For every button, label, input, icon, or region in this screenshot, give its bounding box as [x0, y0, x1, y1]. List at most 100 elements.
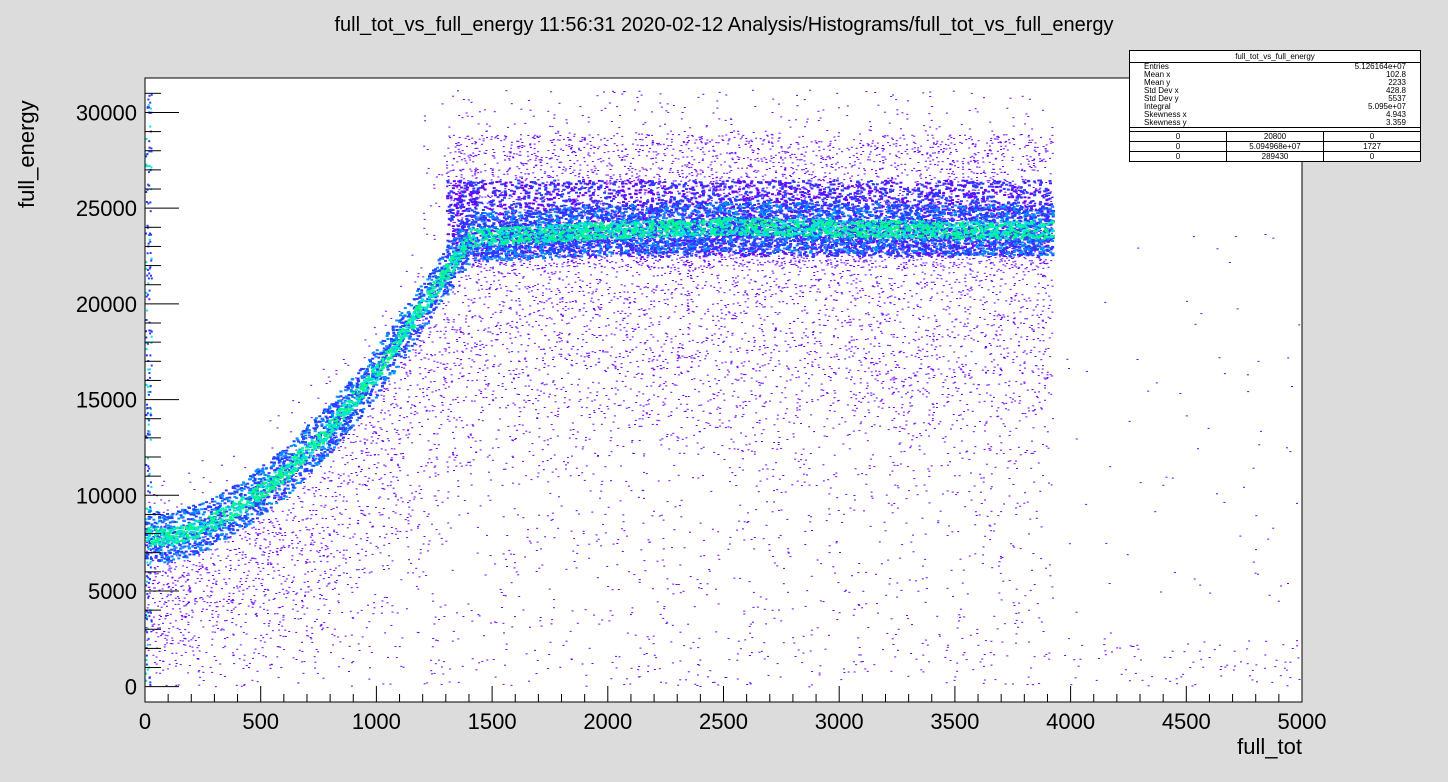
- heatmap-cell: [670, 294, 672, 295]
- heatmap-cell: [1012, 399, 1014, 400]
- heatmap-cell: [752, 622, 754, 623]
- heatmap-cell: [928, 393, 930, 394]
- heatmap-cell: [707, 583, 709, 584]
- heatmap-cell: [909, 240, 911, 241]
- heatmap-cell: [257, 535, 259, 536]
- heatmap-cell: [366, 540, 368, 541]
- heatmap-cell: [518, 596, 520, 597]
- heatmap-cell: [947, 535, 949, 536]
- heatmap-cell: [752, 427, 754, 428]
- heatmap-cell: [263, 603, 265, 604]
- heatmap-cell: [410, 530, 412, 531]
- heatmap-cell: [1000, 279, 1002, 280]
- heatmap-cell: [395, 528, 397, 529]
- heatmap-cell: [893, 427, 895, 428]
- heatmap-cell: [814, 285, 816, 286]
- heatmap-cell: [751, 539, 753, 540]
- heatmap-cell: [680, 592, 682, 593]
- heatmap-cell: [493, 366, 495, 367]
- heatmap-cell: [962, 654, 964, 655]
- heatmap-cell: [441, 538, 443, 539]
- heatmap-cell: [1019, 506, 1021, 507]
- heatmap-cell: [292, 581, 294, 582]
- heatmap-cell: [1034, 656, 1036, 657]
- heatmap-cell: [998, 269, 1000, 270]
- heatmap-cell: [977, 111, 979, 112]
- heatmap-cell: [859, 290, 861, 291]
- heatmap-cell: [182, 601, 184, 602]
- heatmap-cell: [472, 658, 474, 659]
- heatmap-cell: [444, 156, 446, 157]
- heatmap-cell: [534, 650, 536, 651]
- heatmap-cell: [188, 615, 190, 616]
- heatmap-cell: [583, 308, 585, 309]
- heatmap-cell: [171, 638, 173, 639]
- heatmap-cell: [824, 436, 826, 437]
- heatmap-cell: [490, 623, 492, 624]
- heatmap-cell: [445, 388, 447, 389]
- heatmap-cell: [610, 430, 612, 431]
- heatmap-cell: [932, 153, 934, 154]
- heatmap-cell: [999, 334, 1001, 335]
- heatmap-cell: [496, 325, 498, 326]
- heatmap-cell: [499, 212, 501, 213]
- heatmap-cell: [829, 545, 831, 546]
- heatmap-cell: [733, 131, 735, 132]
- heatmap-cell: [1043, 631, 1045, 632]
- heatmap-cell: [754, 537, 756, 538]
- heatmap-cell: [753, 548, 755, 549]
- heatmap-cell: [697, 664, 699, 665]
- heatmap-cell: [981, 659, 983, 660]
- heatmap-cell: [179, 608, 181, 609]
- heatmap-cell: [466, 279, 468, 280]
- heatmap-cell: [778, 537, 780, 538]
- heatmap-cell: [898, 629, 900, 630]
- heatmap-cell: [958, 220, 960, 221]
- heatmap-cell: [954, 475, 956, 476]
- heatmap-cell: [763, 538, 765, 539]
- heatmap-cell: [380, 478, 382, 479]
- heatmap-cell: [971, 500, 973, 501]
- heatmap-cell: [903, 266, 905, 267]
- heatmap-cell: [164, 572, 166, 573]
- heatmap-cell: [444, 605, 446, 606]
- heatmap-cell: [948, 173, 950, 174]
- heatmap-cell: [1037, 603, 1039, 604]
- heatmap-cell: [562, 297, 564, 298]
- heatmap-cell: [653, 356, 655, 357]
- heatmap-cell: [253, 586, 255, 587]
- heatmap-cell: [907, 466, 909, 467]
- heatmap-cell: [698, 638, 700, 639]
- heatmap-cell: [584, 326, 586, 327]
- heatmap-cell: [419, 373, 421, 374]
- heatmap-cell: [293, 577, 295, 578]
- heatmap-cell: [932, 370, 934, 371]
- heatmap-cell: [591, 401, 593, 402]
- heatmap-cell: [162, 633, 164, 634]
- heatmap-cell: [575, 438, 577, 439]
- heatmap-cell: [984, 500, 986, 501]
- heatmap-cell: [468, 299, 470, 300]
- heatmap-cell: [382, 316, 384, 317]
- heatmap-cell: [1003, 453, 1005, 454]
- heatmap-cell: [894, 361, 896, 362]
- heatmap-cell: [721, 362, 723, 363]
- heatmap-cell: [1038, 317, 1040, 318]
- heatmap-cell: [423, 511, 425, 512]
- heatmap-cell: [507, 405, 509, 406]
- heatmap-cell: [390, 459, 392, 460]
- heatmap-cell: [870, 393, 872, 394]
- heatmap-cell: [611, 121, 613, 122]
- heatmap-cell: [924, 286, 926, 287]
- heatmap-cell: [622, 514, 624, 515]
- heatmap-cell: [154, 503, 156, 504]
- heatmap-cell: [893, 337, 895, 338]
- heatmap-cell: [417, 589, 419, 590]
- heatmap-cell: [931, 288, 933, 289]
- heatmap-cell: [904, 293, 906, 294]
- heatmap-cell: [624, 156, 626, 157]
- heatmap-cell: [324, 473, 326, 474]
- heatmap-cell: [1028, 410, 1030, 411]
- heatmap-cell: [765, 290, 767, 291]
- heatmap-cell: [572, 551, 574, 552]
